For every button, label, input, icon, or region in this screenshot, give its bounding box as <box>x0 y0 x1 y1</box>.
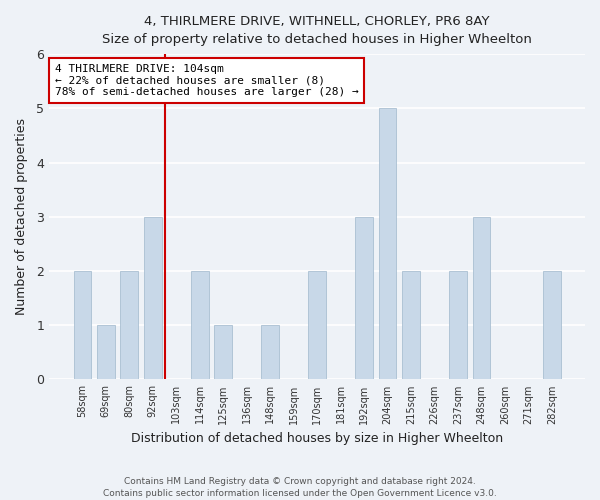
Bar <box>379 108 397 380</box>
Bar <box>191 271 209 380</box>
Bar <box>402 271 420 380</box>
Bar <box>449 271 467 380</box>
Bar <box>262 325 279 380</box>
Bar <box>97 325 115 380</box>
Bar <box>355 217 373 380</box>
Bar <box>121 271 138 380</box>
Text: Contains HM Land Registry data © Crown copyright and database right 2024.
Contai: Contains HM Land Registry data © Crown c… <box>103 476 497 498</box>
X-axis label: Distribution of detached houses by size in Higher Wheelton: Distribution of detached houses by size … <box>131 432 503 445</box>
Bar <box>473 217 490 380</box>
Text: 4 THIRLMERE DRIVE: 104sqm
← 22% of detached houses are smaller (8)
78% of semi-d: 4 THIRLMERE DRIVE: 104sqm ← 22% of detac… <box>55 64 358 97</box>
Bar <box>543 271 560 380</box>
Title: 4, THIRLMERE DRIVE, WITHNELL, CHORLEY, PR6 8AY
Size of property relative to deta: 4, THIRLMERE DRIVE, WITHNELL, CHORLEY, P… <box>102 15 532 46</box>
Bar <box>214 325 232 380</box>
Bar <box>308 271 326 380</box>
Y-axis label: Number of detached properties: Number of detached properties <box>15 118 28 316</box>
Bar <box>144 217 161 380</box>
Bar <box>74 271 91 380</box>
